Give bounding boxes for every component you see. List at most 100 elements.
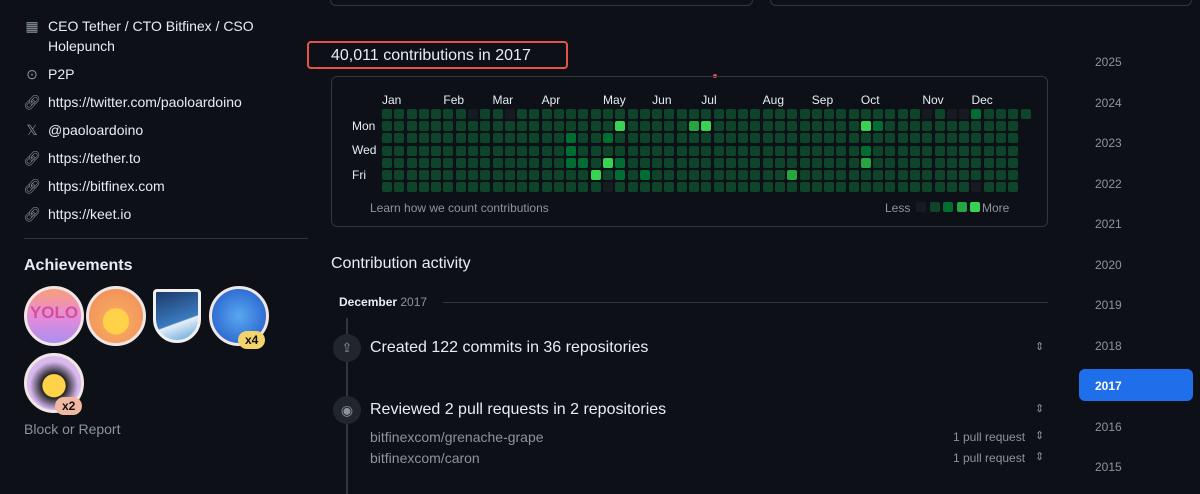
contribution-day[interactable] (762, 121, 773, 132)
contribution-day[interactable] (713, 121, 724, 132)
contribution-day[interactable] (394, 109, 405, 119)
contribution-day[interactable] (590, 157, 601, 168)
fold-icon[interactable]: ⇕ (1035, 403, 1044, 415)
contribution-day[interactable] (652, 182, 663, 193)
contribution-day[interactable] (1008, 121, 1019, 132)
contribution-day[interactable] (725, 145, 736, 156)
contribution-day[interactable] (455, 157, 466, 168)
contribution-day[interactable] (504, 133, 515, 144)
contribution-day[interactable] (848, 133, 859, 144)
profile-link[interactable]: 𝕏 @paoloardoino (24, 120, 143, 140)
contribution-day[interactable] (590, 145, 601, 156)
contribution-day[interactable] (689, 121, 699, 132)
contribution-day[interactable] (848, 121, 859, 132)
contribution-day[interactable] (996, 109, 1006, 119)
contribution-day[interactable] (996, 145, 1006, 156)
contribution-day[interactable] (455, 182, 466, 193)
contribution-day[interactable] (922, 133, 933, 144)
contribution-day[interactable] (382, 157, 392, 168)
contribution-day[interactable] (443, 133, 454, 144)
contribution-day[interactable] (799, 133, 810, 144)
contribution-day[interactable] (553, 133, 564, 144)
contribution-day[interactable] (738, 145, 749, 156)
achievement-starstruck[interactable] (24, 353, 84, 413)
contribution-day[interactable] (774, 182, 785, 193)
contribution-day[interactable] (848, 109, 859, 119)
contribution-day[interactable] (811, 133, 822, 144)
contribution-day[interactable] (652, 133, 663, 144)
contribution-day[interactable] (541, 182, 552, 193)
contribution-day[interactable] (676, 109, 687, 119)
contribution-day[interactable] (873, 133, 884, 144)
contribution-day[interactable] (480, 145, 491, 156)
contribution-day[interactable] (824, 121, 835, 132)
contribution-day[interactable] (689, 157, 699, 168)
contribution-day[interactable] (885, 170, 896, 180)
contribution-day[interactable] (394, 121, 405, 132)
contribution-day[interactable] (504, 182, 515, 193)
contribution-day[interactable] (443, 145, 454, 156)
contribution-day[interactable] (971, 170, 982, 180)
contribution-day[interactable] (406, 121, 417, 132)
contribution-day[interactable] (615, 121, 626, 132)
contribution-day[interactable] (467, 170, 478, 180)
contribution-day[interactable] (455, 170, 466, 180)
contribution-day[interactable] (910, 170, 921, 180)
contribution-day[interactable] (959, 182, 970, 193)
contribution-day[interactable] (418, 157, 429, 168)
contribution-day[interactable] (639, 170, 650, 180)
contribution-day[interactable] (713, 170, 724, 180)
contribution-day[interactable] (603, 133, 614, 144)
contribution-day[interactable] (541, 145, 552, 156)
contribution-day[interactable] (615, 157, 626, 168)
contribution-day[interactable] (885, 145, 896, 156)
contribution-day[interactable] (885, 157, 896, 168)
contribution-day[interactable] (922, 109, 933, 119)
contribution-day[interactable] (701, 157, 712, 168)
contribution-day[interactable] (652, 121, 663, 132)
contribution-day[interactable] (725, 157, 736, 168)
contribution-day[interactable] (848, 157, 859, 168)
contribution-day[interactable] (627, 133, 638, 144)
contribution-day[interactable] (971, 157, 982, 168)
contribution-day[interactable] (934, 157, 945, 168)
contribution-day[interactable] (971, 109, 982, 119)
contribution-day[interactable] (418, 170, 429, 180)
contribution-day[interactable] (443, 170, 454, 180)
contribution-day[interactable] (959, 157, 970, 168)
contribution-day[interactable] (467, 157, 478, 168)
contribution-day[interactable] (897, 170, 908, 180)
contribution-day[interactable] (713, 109, 724, 119)
contribution-day[interactable] (713, 157, 724, 168)
contribution-day[interactable] (860, 109, 871, 119)
year-link-2016[interactable]: 2016 (1095, 419, 1122, 434)
contribution-day[interactable] (860, 133, 871, 144)
contribution-day[interactable] (983, 109, 994, 119)
contribution-day[interactable] (664, 145, 675, 156)
contribution-day[interactable] (578, 170, 589, 180)
contribution-day[interactable] (971, 182, 982, 193)
contribution-day[interactable] (811, 170, 822, 180)
contribution-day[interactable] (996, 121, 1006, 132)
contribution-day[interactable] (406, 170, 417, 180)
contribution-day[interactable] (566, 121, 577, 132)
contribution-day[interactable] (578, 182, 589, 193)
contribution-day[interactable] (799, 145, 810, 156)
contribution-day[interactable] (492, 145, 503, 156)
learn-contributions-link[interactable]: Learn how we count contributions (370, 201, 549, 215)
contribution-day[interactable] (946, 133, 957, 144)
contribution-day[interactable] (627, 157, 638, 168)
contribution-day[interactable] (934, 109, 945, 119)
contribution-day[interactable] (517, 109, 528, 119)
contribution-day[interactable] (492, 133, 503, 144)
contribution-day[interactable] (639, 109, 650, 119)
contribution-day[interactable] (431, 133, 442, 144)
contribution-day[interactable] (787, 157, 798, 168)
contribution-day[interactable] (480, 157, 491, 168)
contribution-day[interactable] (799, 109, 810, 119)
profile-link[interactable]: 🔗︎ https://keet.io (23, 206, 132, 222)
contribution-day[interactable] (418, 109, 429, 119)
contribution-day[interactable] (652, 157, 663, 168)
fold-icon[interactable]: ⇕ (1035, 451, 1044, 463)
contribution-day[interactable] (824, 170, 835, 180)
